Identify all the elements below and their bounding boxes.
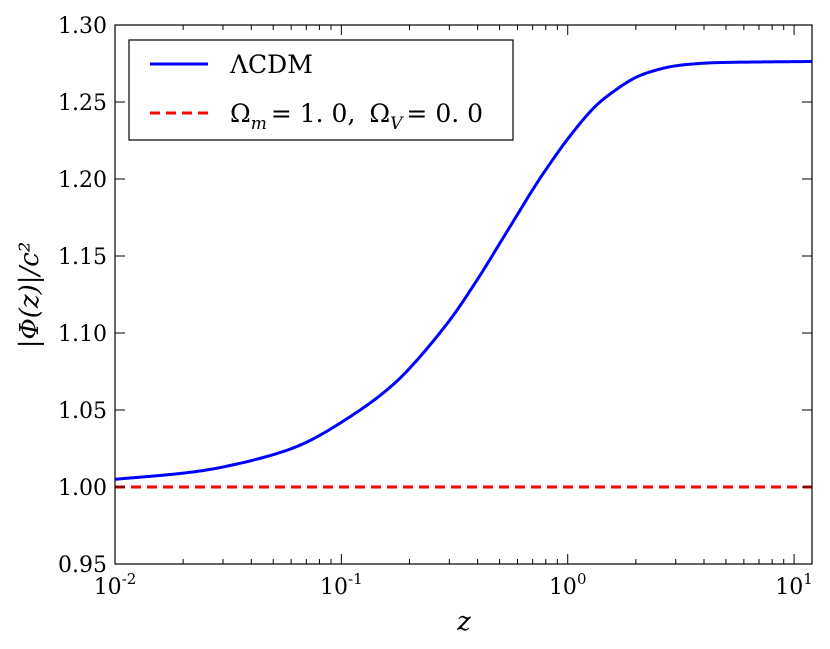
y-tick-label: 1.20 [58,168,107,193]
x-tick-labels: 10-2 10-1 100 101 [94,570,813,600]
x-tick-label: 10-1 [320,570,363,600]
legend-label-lcdm: ΛCDM [229,50,313,79]
legend-m-value: = 1. 0, [271,99,356,128]
legend-omega-m: Ω [230,99,251,128]
x-axis-label: z [456,607,471,637]
legend-v-value: = 0. 0 [406,99,483,128]
legend-omega-v: Ω [369,99,390,128]
series-lines [114,60,813,489]
y-tick-label: 0.95 [58,553,107,578]
x-tick-label: 101 [775,570,813,600]
legend-v-subscript: V [390,114,404,134]
legend-label-eds: Ωm = 1. 0, ΩV = 0. 0 [230,99,483,134]
y-tick-label: 1.25 [58,91,107,116]
legend: ΛCDM Ωm = 1. 0, ΩV = 0. 0 [128,39,514,141]
y-tick-label: 1.05 [58,399,107,424]
y-axis-label: |Φ(z)|/c² [15,242,45,349]
y-tick-label: 1.10 [58,322,107,347]
plot-frame [114,24,813,565]
x-tick-label: 10-2 [94,570,137,600]
y-tick-labels: 0.95 1.00 1.05 1.10 1.15 1.20 1.25 1.30 [58,14,107,578]
legend-m-subscript: m [251,114,267,134]
series-line-lcdm [114,60,813,481]
y-tick-label: 1.30 [58,14,107,39]
y-tick-label: 1.15 [58,245,107,270]
y-tick-label: 1.00 [58,476,107,501]
legend-box [128,39,514,141]
x-tick-label: 100 [549,570,587,600]
